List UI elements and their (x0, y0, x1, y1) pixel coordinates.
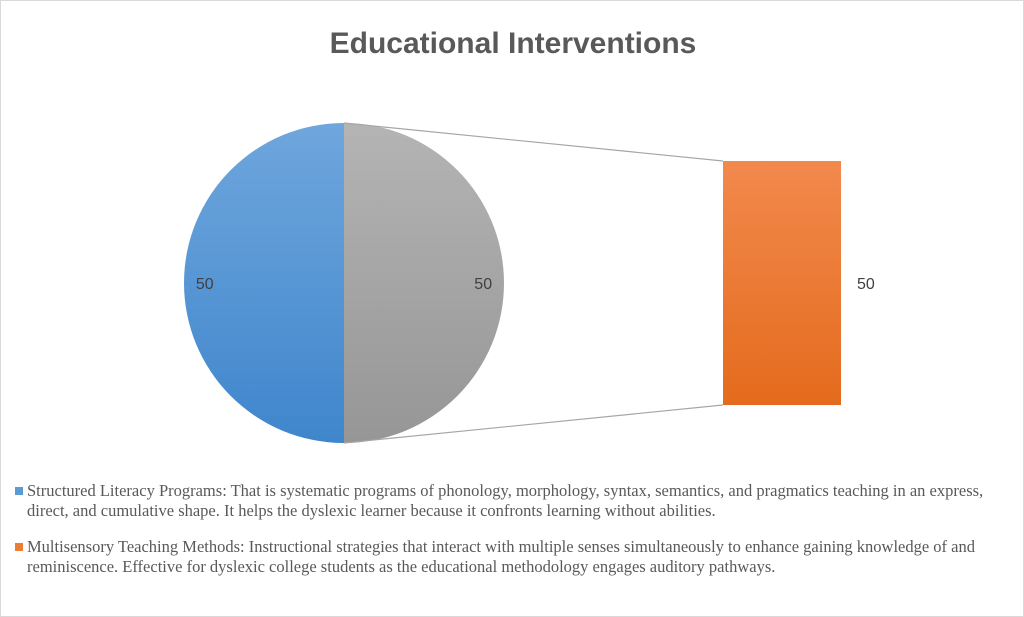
legend-entry-structured-literacy: Structured Literacy Programs: That is sy… (15, 481, 1021, 521)
pie-slice (344, 123, 504, 443)
legend-swatch (15, 487, 23, 495)
pie-data-label: 50 (196, 276, 214, 293)
chart-plot: Educational Interventions 50 50 50 (184, 27, 875, 444)
pie-slice (184, 123, 344, 443)
bar-data-label: 50 (857, 276, 875, 293)
chart-title: Educational Interventions (330, 27, 697, 60)
connector-line (343, 404, 724, 444)
legend-label: Structured Literacy Programs: That is sy… (27, 481, 984, 520)
connector-line (343, 122, 724, 162)
legend: Structured Literacy Programs: That is sy… (15, 481, 1021, 577)
legend-label: Multisensory Teaching Methods: Instructi… (27, 537, 976, 576)
legend-swatch (15, 543, 23, 551)
legend-entry-multisensory: Multisensory Teaching Methods: Instructi… (15, 537, 1021, 577)
pie-data-label: 50 (474, 276, 492, 293)
bar-segment (723, 161, 841, 405)
